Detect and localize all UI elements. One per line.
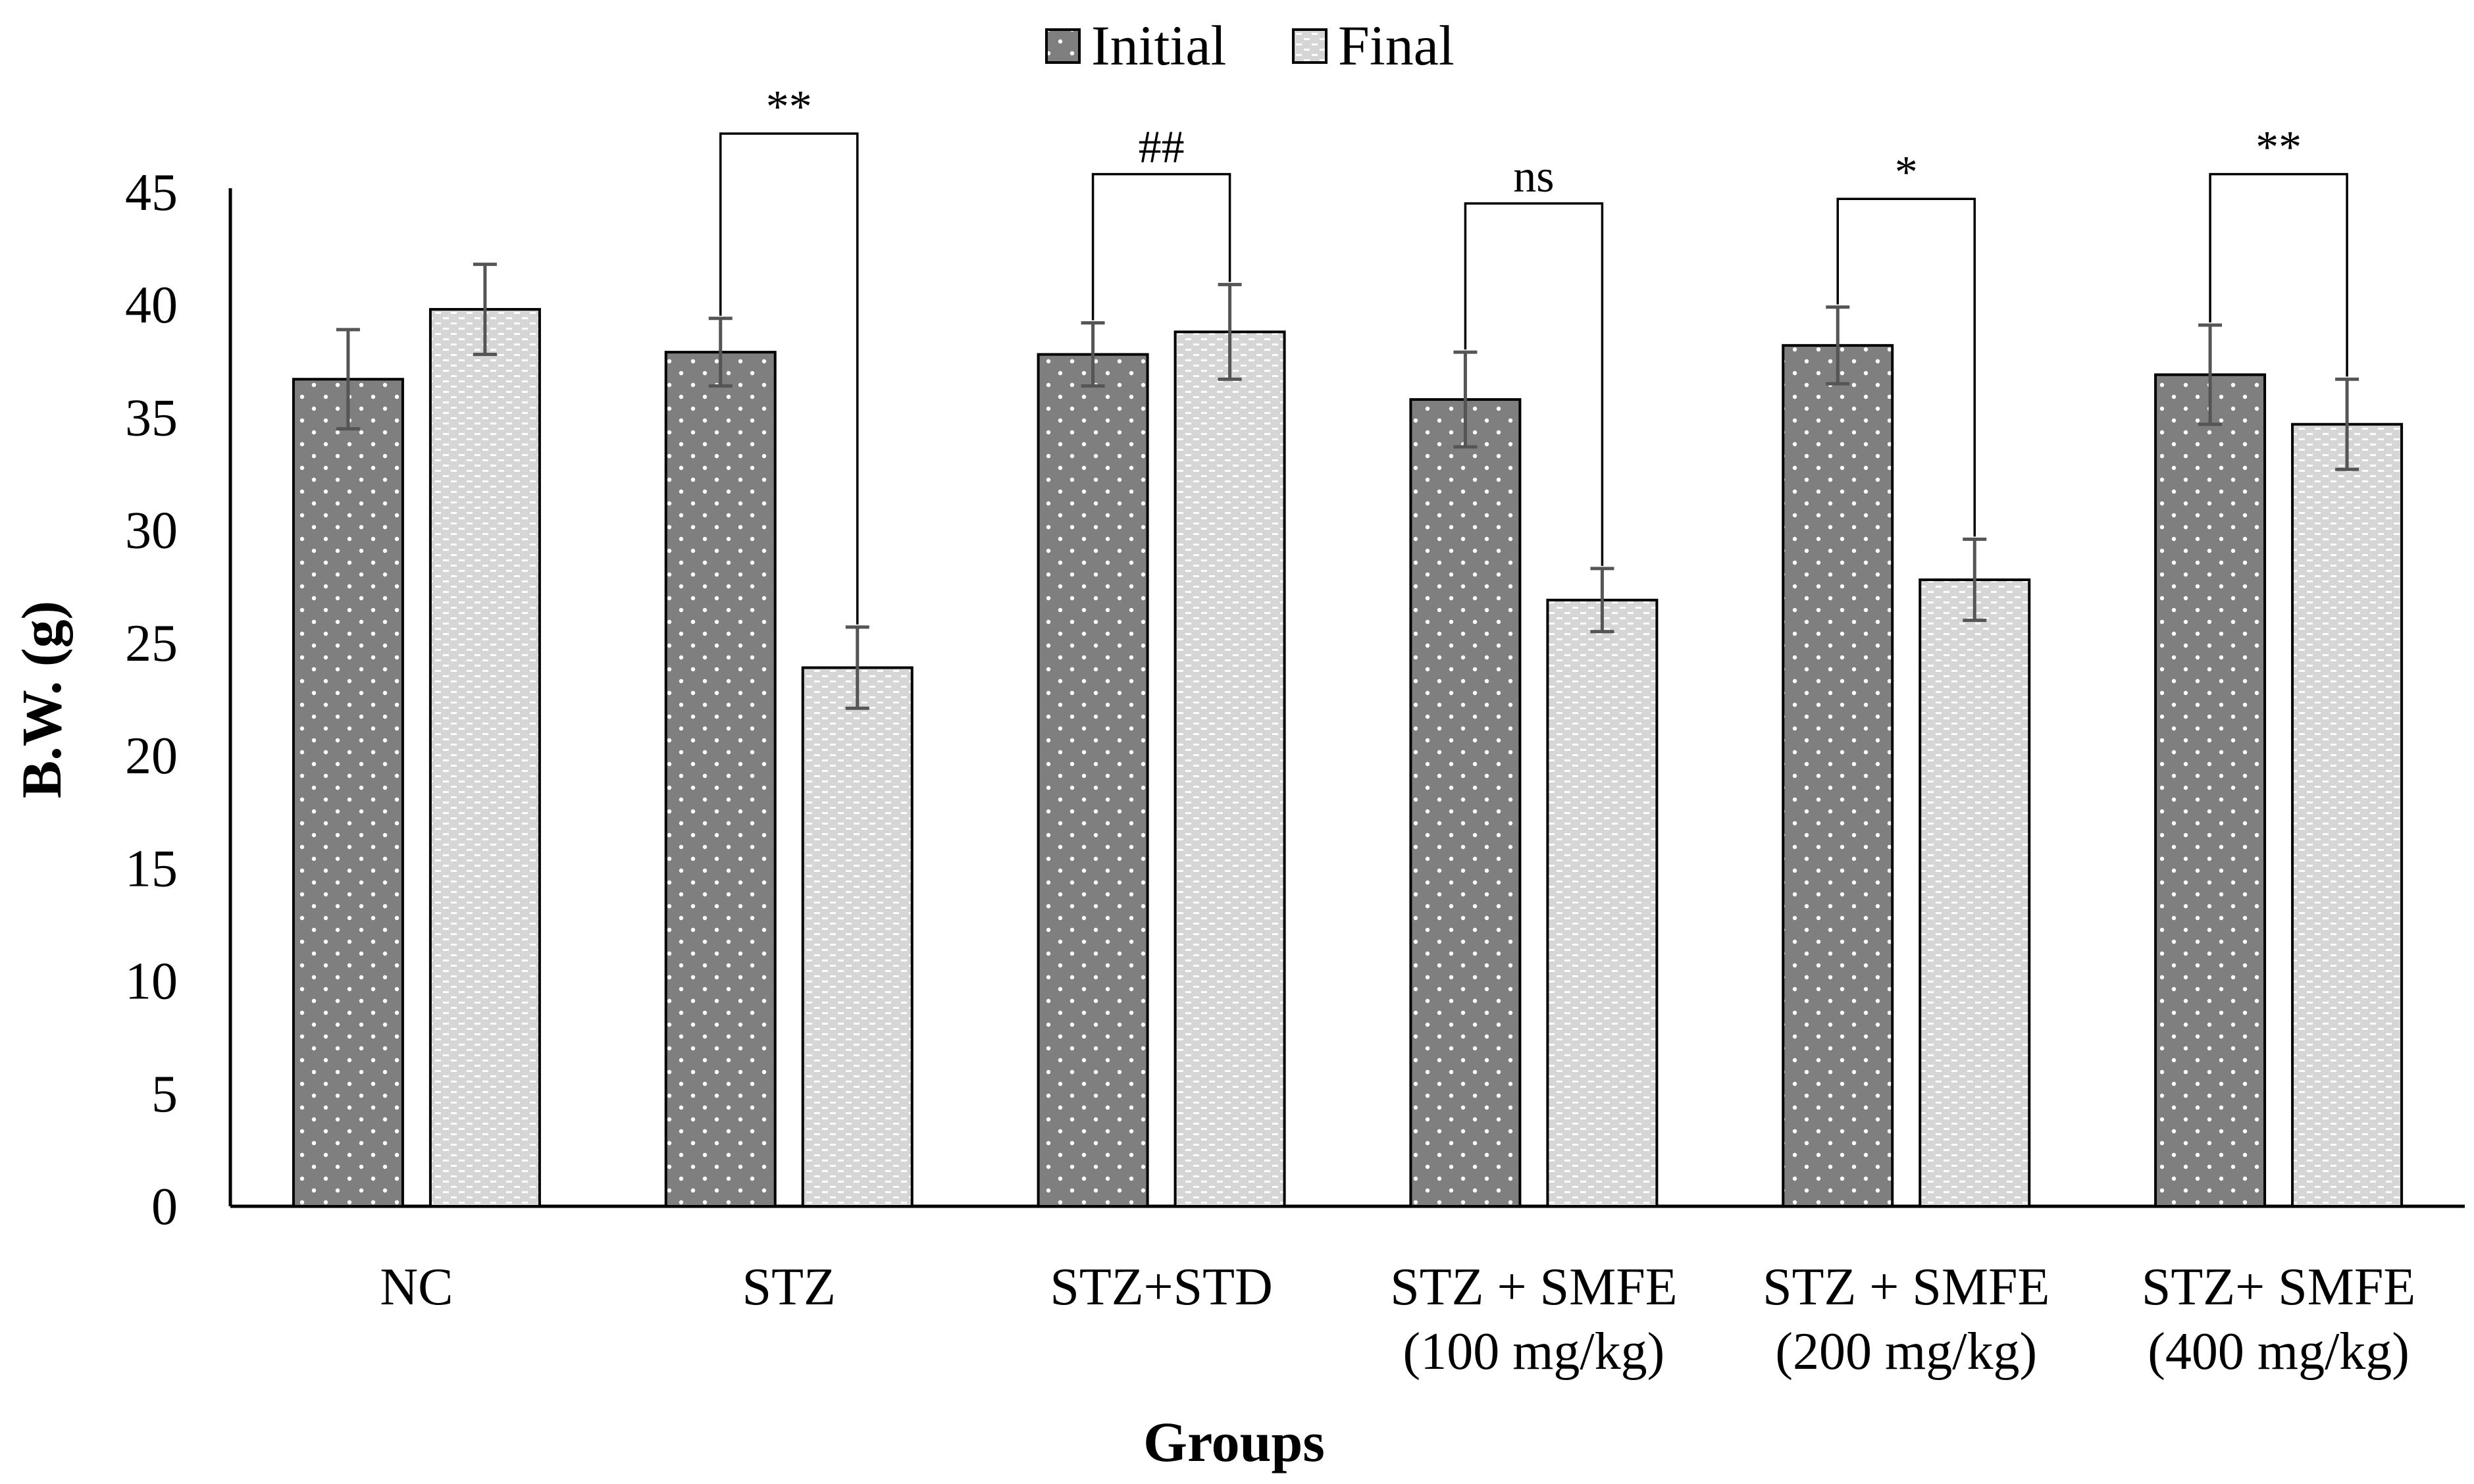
significance-label: * <box>1895 147 1918 197</box>
bar-initial <box>2154 373 2267 1208</box>
error-bars <box>336 263 2359 710</box>
y-tick-label: 10 <box>125 953 178 1011</box>
bar-final <box>1546 598 1659 1208</box>
x-category-label: STZ <box>742 1258 836 1316</box>
x-category-label: STZ+ SMFE (400 mg/kg) <box>2142 1258 2415 1381</box>
bar-final <box>2291 422 2404 1208</box>
legend-swatch <box>1045 28 1081 64</box>
y-tick-label: 0 <box>151 1178 178 1236</box>
y-tick-label: 35 <box>125 389 178 447</box>
error-bar <box>2335 377 2359 471</box>
bar-initial <box>1037 353 1149 1208</box>
axes: 0 5 10 15 20 25 30 35 40 45 <box>125 164 2465 1236</box>
error-bar <box>1081 321 1105 388</box>
y-axis-title: B.W. (g) <box>10 601 73 798</box>
bars <box>292 308 2404 1208</box>
bar-initial <box>1409 398 1522 1208</box>
y-tick-label: 45 <box>125 164 178 222</box>
x-category-label: NC <box>380 1258 453 1316</box>
error-bar <box>1218 282 1242 381</box>
significance-brackets: **##ns * ** <box>719 82 2348 625</box>
y-tick-label: 40 <box>125 276 178 334</box>
bar-initial <box>664 351 777 1208</box>
error-bar <box>1826 305 1850 386</box>
bar-initial <box>292 378 404 1208</box>
y-tick-label: 25 <box>125 615 178 673</box>
significance-label: ** <box>766 82 812 132</box>
legend-label: Initial <box>1091 14 1226 77</box>
x-category-label: STZ+STD <box>1050 1258 1272 1316</box>
legend-label: Final <box>1338 14 1455 77</box>
error-bar <box>336 328 360 431</box>
y-tick-label: 5 <box>151 1065 178 1123</box>
legend-item: Initial <box>1045 14 1226 77</box>
error-bar <box>473 263 497 357</box>
significance-label: ** <box>2255 122 2302 173</box>
error-bar <box>1963 537 1987 623</box>
x-category-label: STZ + SMFE (100 mg/kg) <box>1390 1258 1677 1381</box>
significance-bracket: ## <box>1091 122 1231 320</box>
significance-bracket: ns <box>1464 151 1604 566</box>
error-bar <box>1590 567 1614 634</box>
error-bar <box>1453 350 1478 449</box>
error-bar <box>845 625 869 710</box>
x-axis-title: Groups <box>1143 1410 1325 1473</box>
bar-final <box>1173 330 1286 1208</box>
y-tick-label: 20 <box>125 727 178 785</box>
error-bar <box>708 317 733 388</box>
bar-final <box>801 666 914 1208</box>
legend-item: Final <box>1292 14 1455 77</box>
y-tick-label: 15 <box>125 840 178 898</box>
legend-swatch <box>1292 28 1327 64</box>
significance-bracket: ** <box>719 82 859 625</box>
bar-final <box>428 308 541 1208</box>
significance-label: ## <box>1139 122 1185 173</box>
bar-initial <box>1782 344 1894 1208</box>
axis-labels: NC STZ STZ+STD STZ + SMFE (100 mg/kg) STZ + S… <box>10 601 2415 1473</box>
significance-label: ns <box>1513 151 1554 202</box>
significance-bracket: * <box>1836 147 1976 537</box>
legend: Initial Final <box>1045 14 1455 77</box>
y-tick-label: 30 <box>125 502 178 560</box>
significance-bracket: ** <box>2209 122 2348 377</box>
x-category-label: STZ + SMFE (200 mg/kg) <box>1763 1258 2049 1381</box>
error-bar <box>2198 323 2223 426</box>
bar-final <box>1919 578 2031 1208</box>
